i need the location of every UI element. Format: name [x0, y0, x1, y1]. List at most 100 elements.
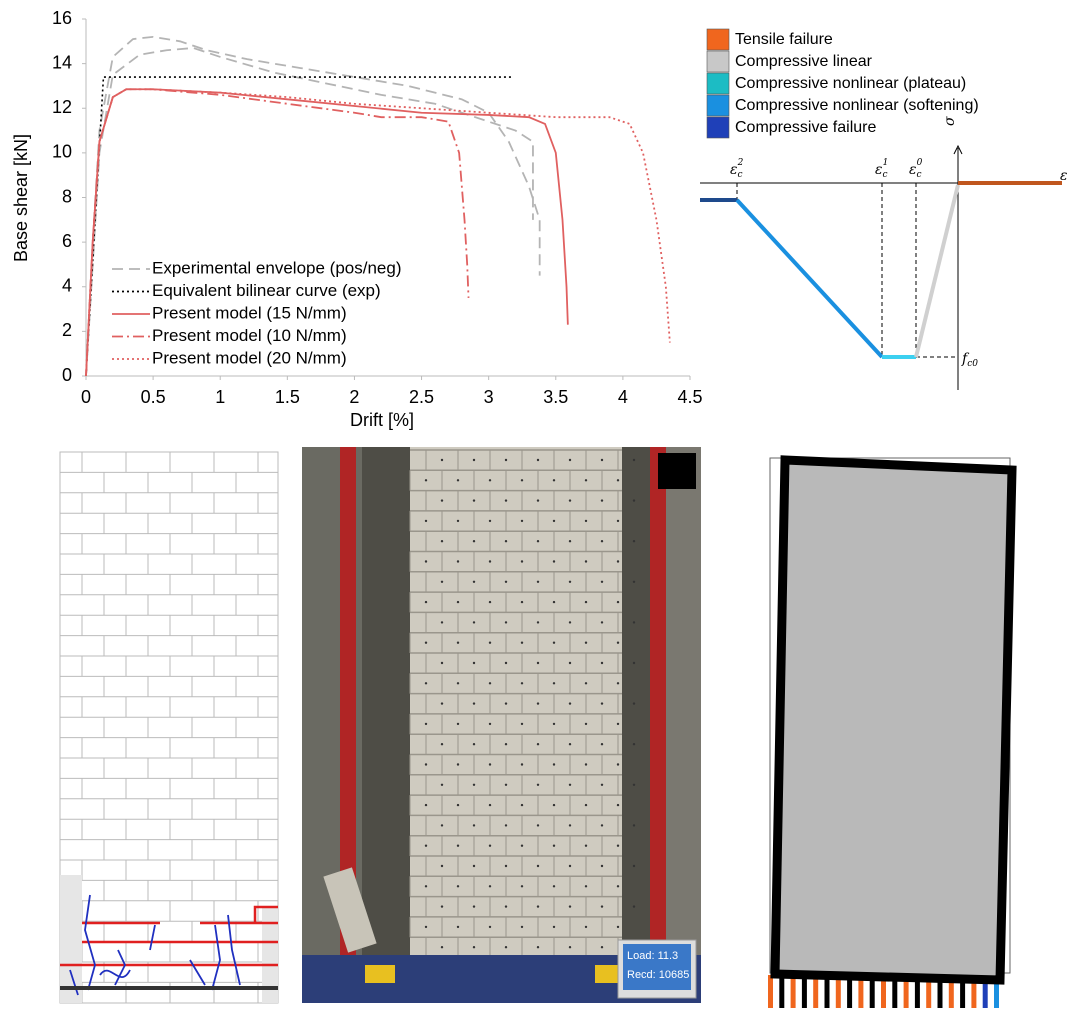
marker-dot — [552, 722, 556, 726]
marker-dot — [552, 763, 556, 766]
marker-dot — [520, 844, 524, 847]
marker-dot — [632, 499, 636, 502]
marker-dot — [520, 763, 524, 766]
interface-stripe — [801, 975, 807, 1008]
marker-dot — [616, 641, 620, 644]
marker-dot — [584, 600, 588, 604]
marker-dot — [632, 743, 636, 746]
marker-dot — [552, 519, 556, 523]
dark-square — [658, 453, 696, 489]
legend-label: Experimental envelope (pos/neg) — [152, 258, 401, 277]
marker-dot — [472, 458, 476, 462]
test-photo: Load: 11.3 Recd: 10685 — [302, 447, 701, 1003]
interface-stripe — [948, 975, 954, 1008]
spalled-bricks — [323, 867, 377, 953]
marker-dot — [568, 946, 572, 949]
marker-dot — [472, 905, 476, 908]
softening-branch — [735, 198, 884, 359]
crack-pattern — [60, 875, 278, 1003]
hatched-zone — [262, 907, 278, 1003]
marker-dot — [504, 458, 508, 462]
marker-dot — [568, 864, 572, 868]
marker-dot — [600, 743, 604, 746]
marker-dot — [632, 661, 636, 665]
arrow — [953, 144, 963, 155]
marker-dot — [424, 844, 428, 847]
sup: 2 — [737, 158, 744, 168]
marker-dot — [616, 600, 620, 604]
marker-dot — [632, 824, 636, 827]
interface-stripe — [994, 975, 999, 1008]
marker-dot — [424, 925, 428, 929]
marker-dot — [456, 641, 460, 644]
marker-dot — [568, 743, 572, 746]
marker-dot — [616, 803, 620, 807]
strain-axis-label: ε — [1060, 168, 1067, 184]
blue-cracks — [69, 894, 241, 996]
marker-dot — [456, 844, 460, 847]
marker-dot — [456, 682, 460, 685]
marker-dot — [472, 783, 476, 786]
marker-dot — [600, 540, 604, 543]
material-swatch — [706, 116, 730, 139]
y-tick-label: 12 — [52, 97, 72, 117]
marker-dot — [504, 661, 508, 665]
interface-stripe — [790, 975, 796, 1008]
stress-axis-label: σ — [942, 116, 958, 126]
interface-stripe — [960, 975, 966, 1008]
marker-dot — [440, 499, 444, 502]
marker-dot — [584, 479, 588, 482]
legend-label: Present model (15 N/mm) — [152, 303, 347, 322]
series-line — [85, 47, 534, 377]
series-line — [85, 88, 671, 377]
x-tick-label: 2 — [349, 387, 359, 407]
interface-stripe — [937, 975, 943, 1008]
marker-dot — [600, 864, 604, 868]
strain-label: εc 0 — [909, 158, 923, 180]
marker-dot — [520, 479, 524, 482]
interface-stripe — [881, 975, 886, 1008]
clamp — [365, 965, 395, 983]
y-tick-label: 4 — [62, 276, 72, 296]
interface-stripe — [835, 975, 841, 1008]
marker-dot — [488, 479, 492, 482]
marker-dot — [472, 499, 476, 502]
constitutive-diagram: εc2 εc1 εc0 fc0 σ ε — [700, 116, 1067, 390]
marker-dot — [616, 519, 620, 523]
sub: c — [738, 170, 743, 180]
marker-dot — [424, 600, 428, 604]
marker-dot — [584, 682, 588, 685]
marker-dot — [568, 661, 572, 665]
marker-dot — [520, 682, 524, 685]
y-tick-label: 10 — [52, 142, 72, 162]
symbol: ε — [909, 162, 917, 178]
interface-stripe — [982, 975, 988, 1008]
marker-dot — [584, 641, 588, 644]
marker-dot — [568, 458, 572, 462]
sub: c — [917, 170, 922, 180]
interface-stripe — [926, 975, 932, 1008]
interface-stripe — [779, 975, 785, 1008]
marker-dot — [632, 905, 636, 908]
deformed-model — [768, 455, 1017, 1008]
y-tick-label: 0 — [62, 365, 72, 385]
marker-dot — [568, 783, 572, 786]
marker-dot — [568, 540, 572, 543]
interface-stripe — [869, 975, 875, 1008]
legend-label: Present model (20 N/mm) — [152, 348, 347, 367]
material-swatch — [706, 94, 730, 117]
marker-dot — [536, 580, 540, 583]
marker-dot — [504, 905, 508, 908]
x-tick-label: 2.5 — [409, 387, 434, 407]
strain-label: εc 1 — [875, 158, 888, 180]
marker-dot — [504, 946, 508, 949]
marker-dot — [504, 864, 508, 868]
marker-dot — [584, 925, 588, 929]
interface-stripe — [768, 975, 773, 1008]
marker-dot — [456, 519, 460, 523]
marker-dot — [632, 580, 636, 583]
marker-dot — [488, 722, 492, 726]
marker-dot — [520, 803, 524, 807]
marker-dot — [632, 702, 636, 705]
marker-dot — [472, 824, 476, 827]
